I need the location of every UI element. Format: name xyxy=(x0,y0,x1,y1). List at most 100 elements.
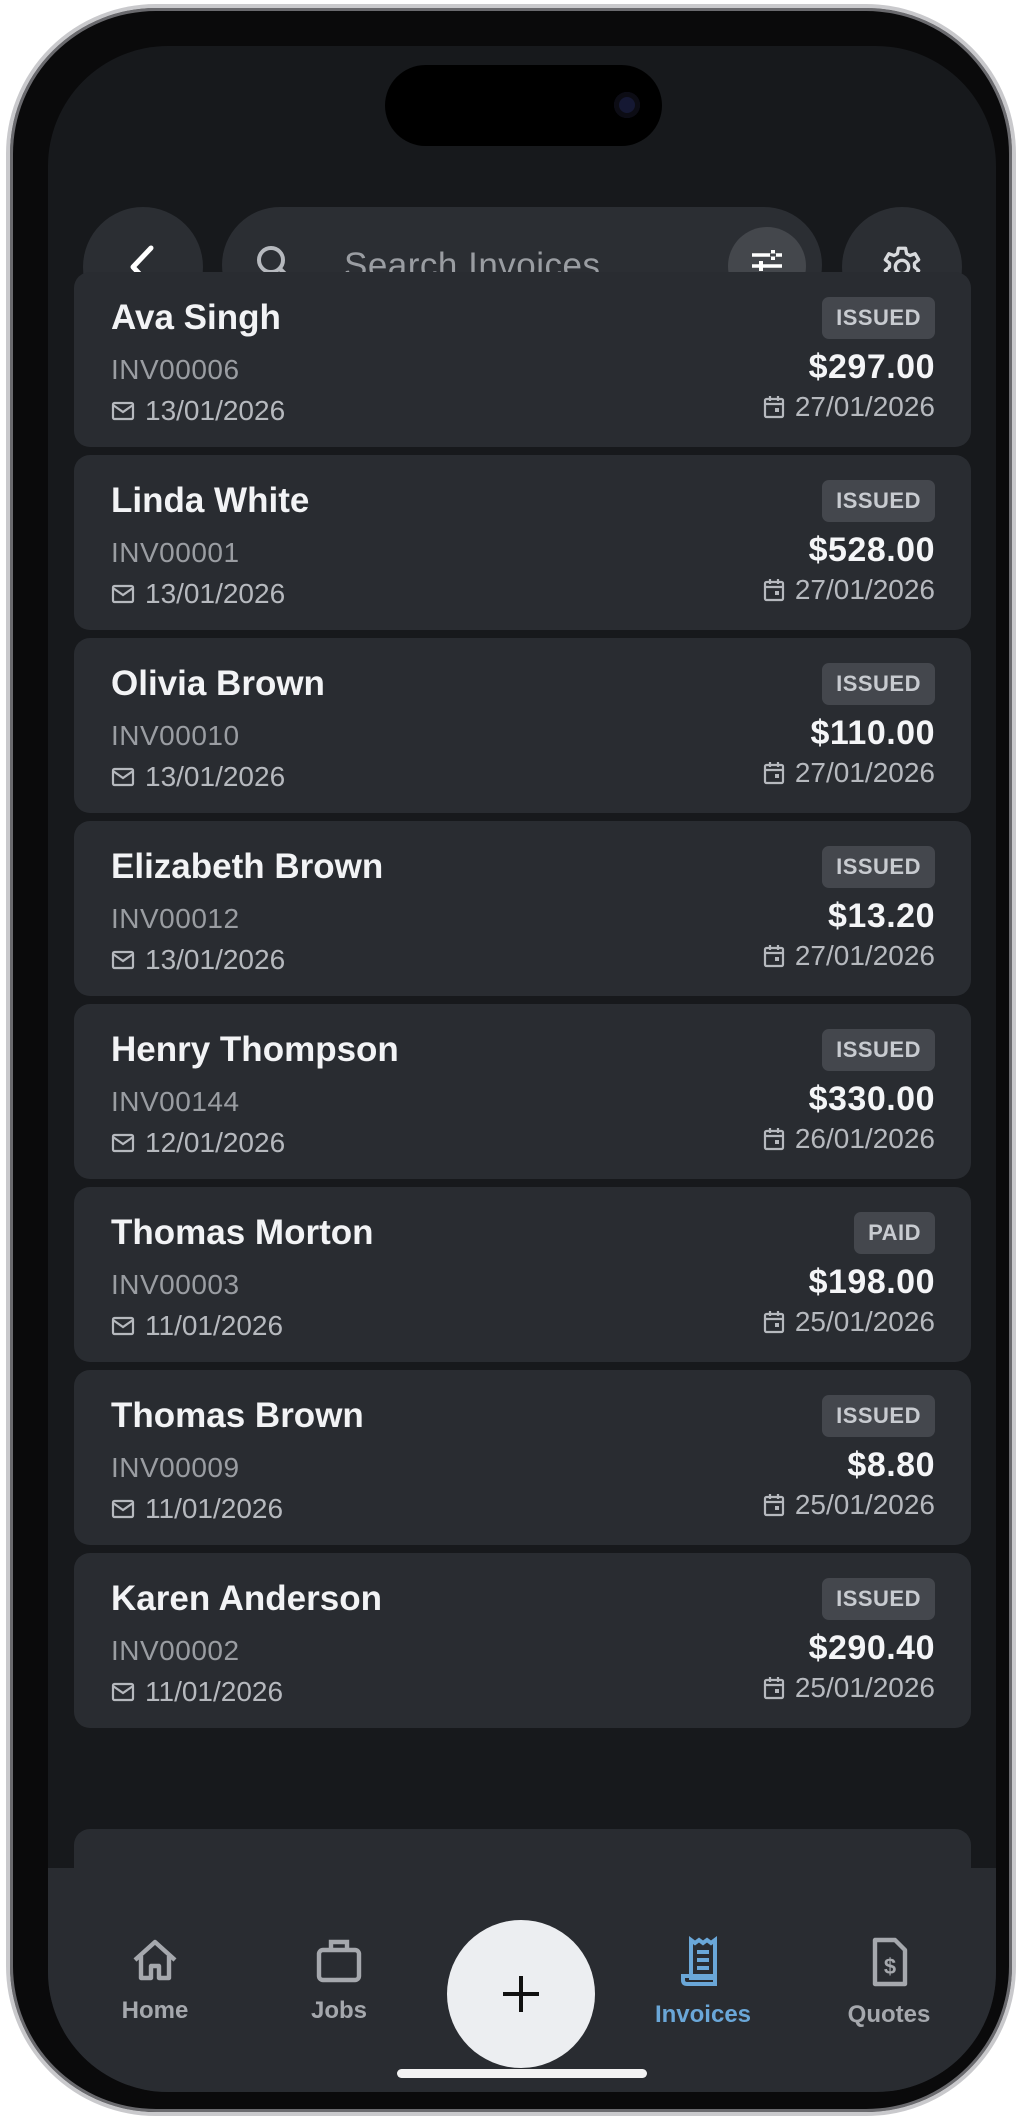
app-screen: Ava Singh INV00006 13/01/2026 ISSUED $297.00… xyxy=(48,46,996,2092)
issued-date: 11/01/2026 xyxy=(111,1676,283,1708)
due-date: 27/01/2026 xyxy=(763,940,935,972)
issued-date-text: 11/01/2026 xyxy=(145,1493,284,1524)
due-date-text: 25/01/2026 xyxy=(794,1306,935,1337)
issued-date-text: 13/01/2026 xyxy=(145,578,286,609)
phone-frame: Ava Singh INV00006 13/01/2026 ISSUED $297.00… xyxy=(6,4,1016,2116)
issued-date-text: 13/01/2026 xyxy=(145,944,286,975)
calendar-icon xyxy=(763,1128,784,1151)
issued-date: 13/01/2026 xyxy=(111,395,285,427)
nav-invoices[interactable]: Invoices xyxy=(633,1936,773,2029)
due-date-text: 27/01/2026 xyxy=(794,940,935,971)
client-name: Karen Anderson xyxy=(111,1579,382,1618)
mail-icon xyxy=(111,1316,135,1336)
client-name: Thomas Morton xyxy=(111,1213,374,1252)
due-date-text: 27/01/2026 xyxy=(794,757,935,788)
quote-document-icon: $ xyxy=(872,1937,908,1987)
status-badge: ISSUED xyxy=(822,1029,935,1071)
due-date-text: 25/01/2026 xyxy=(794,1489,935,1520)
home-indicator xyxy=(397,2069,647,2078)
client-name: Ava Singh xyxy=(111,298,281,337)
invoice-number: INV00009 xyxy=(111,1452,240,1483)
status-badge: ISSUED xyxy=(822,297,935,339)
add-button[interactable] xyxy=(447,1920,595,2068)
issued-date: 11/01/2026 xyxy=(111,1310,283,1342)
invoice-card[interactable]: Henry Thompson INV00144 12/01/2026 ISSUED $3… xyxy=(74,1004,971,1179)
invoice-card[interactable]: Karen Anderson INV00002 11/01/2026 ISSUED $2… xyxy=(74,1553,971,1728)
issued-date-text: 13/01/2026 xyxy=(145,395,286,426)
invoice-number: INV00006 xyxy=(111,354,240,385)
mail-icon xyxy=(111,767,135,787)
due-date: 27/01/2026 xyxy=(763,391,935,423)
mail-icon xyxy=(111,950,135,970)
mail-icon xyxy=(111,1499,135,1519)
due-date-text: 25/01/2026 xyxy=(794,1672,935,1703)
status-badge: ISSUED xyxy=(822,663,935,705)
client-name: Olivia Brown xyxy=(111,664,325,703)
calendar-icon xyxy=(763,1677,784,1700)
calendar-icon xyxy=(763,579,784,602)
client-name: Henry Thompson xyxy=(111,1030,399,1069)
issued-date-text: 11/01/2026 xyxy=(145,1310,284,1341)
status-badge: PAID xyxy=(854,1212,935,1254)
invoice-card[interactable]: Olivia Brown INV00010 13/01/2026 ISSUED $110… xyxy=(74,638,971,813)
due-date-text: 26/01/2026 xyxy=(794,1123,935,1154)
svg-text:$: $ xyxy=(884,1954,896,1979)
invoice-number: INV00144 xyxy=(111,1086,240,1117)
nav-label: Invoices xyxy=(654,2001,752,2028)
invoice-amount: $528.00 xyxy=(808,531,935,569)
due-date: 26/01/2026 xyxy=(763,1123,935,1155)
status-badge: ISSUED xyxy=(822,1395,935,1437)
invoice-number: INV00002 xyxy=(111,1635,240,1666)
home-icon xyxy=(133,1939,177,1981)
nav-label: Jobs xyxy=(310,1997,367,2024)
status-badge: ISSUED xyxy=(822,1578,935,1620)
issued-date-text: 11/01/2026 xyxy=(145,1676,284,1707)
invoice-amount: $290.40 xyxy=(808,1629,935,1667)
nav-jobs[interactable]: Jobs xyxy=(269,1936,409,2025)
issued-date-text: 13/01/2026 xyxy=(145,761,286,792)
invoice-card[interactable]: Linda White INV00001 13/01/2026 ISSUED $528.… xyxy=(74,455,971,630)
status-badge: ISSUED xyxy=(822,480,935,522)
invoice-number: INV00001 xyxy=(111,537,240,568)
invoice-amount: $8.80 xyxy=(847,1446,935,1484)
invoice-card[interactable]: Thomas Morton INV00003 11/01/2026 PAID $198.… xyxy=(74,1187,971,1362)
issued-date: 13/01/2026 xyxy=(111,578,285,610)
client-name: Thomas Brown xyxy=(111,1396,364,1435)
mail-icon xyxy=(111,1133,135,1153)
invoice-amount: $198.00 xyxy=(808,1263,935,1301)
invoice-amount: $110.00 xyxy=(810,714,935,752)
plus-icon xyxy=(503,1976,539,2012)
invoice-amount: $330.00 xyxy=(808,1080,935,1118)
calendar-icon xyxy=(763,1494,784,1517)
issued-date: 11/01/2026 xyxy=(111,1493,283,1525)
invoice-card[interactable]: Ava Singh INV00006 13/01/2026 ISSUED $297.00… xyxy=(74,272,971,447)
calendar-icon xyxy=(763,762,784,785)
invoice-number: INV00010 xyxy=(111,720,240,751)
mail-icon xyxy=(111,584,135,604)
dynamic-island xyxy=(385,65,662,146)
client-name: Linda White xyxy=(111,481,310,520)
invoice-amount: $297.00 xyxy=(808,348,935,386)
calendar-icon xyxy=(763,945,784,968)
receipt-icon xyxy=(681,1936,717,1986)
issued-date: 13/01/2026 xyxy=(111,761,285,793)
issued-date-text: 12/01/2026 xyxy=(145,1127,286,1158)
issued-date: 13/01/2026 xyxy=(111,944,285,976)
due-date: 25/01/2026 xyxy=(763,1672,935,1704)
client-name: Elizabeth Brown xyxy=(111,847,384,886)
briefcase-icon xyxy=(316,1939,362,1983)
invoice-card[interactable]: Thomas Brown INV00009 11/01/2026 ISSUED $8.8… xyxy=(74,1370,971,1545)
due-date: 25/01/2026 xyxy=(763,1306,935,1338)
nav-home[interactable]: Home xyxy=(85,1936,225,2025)
invoice-number: INV00003 xyxy=(111,1269,240,1300)
nav-quotes[interactable]: $ Quotes xyxy=(819,1936,959,2029)
invoice-number: INV00012 xyxy=(111,903,240,934)
nav-label: Quotes xyxy=(847,2001,931,2028)
camera-icon xyxy=(614,92,640,118)
invoice-card[interactable]: Elizabeth Brown INV00012 13/01/2026 ISSUED $… xyxy=(74,821,971,996)
calendar-icon xyxy=(763,1311,784,1334)
due-date: 27/01/2026 xyxy=(763,757,935,789)
due-date-text: 27/01/2026 xyxy=(794,574,935,605)
mail-icon xyxy=(111,401,135,421)
status-badge: ISSUED xyxy=(822,846,935,888)
